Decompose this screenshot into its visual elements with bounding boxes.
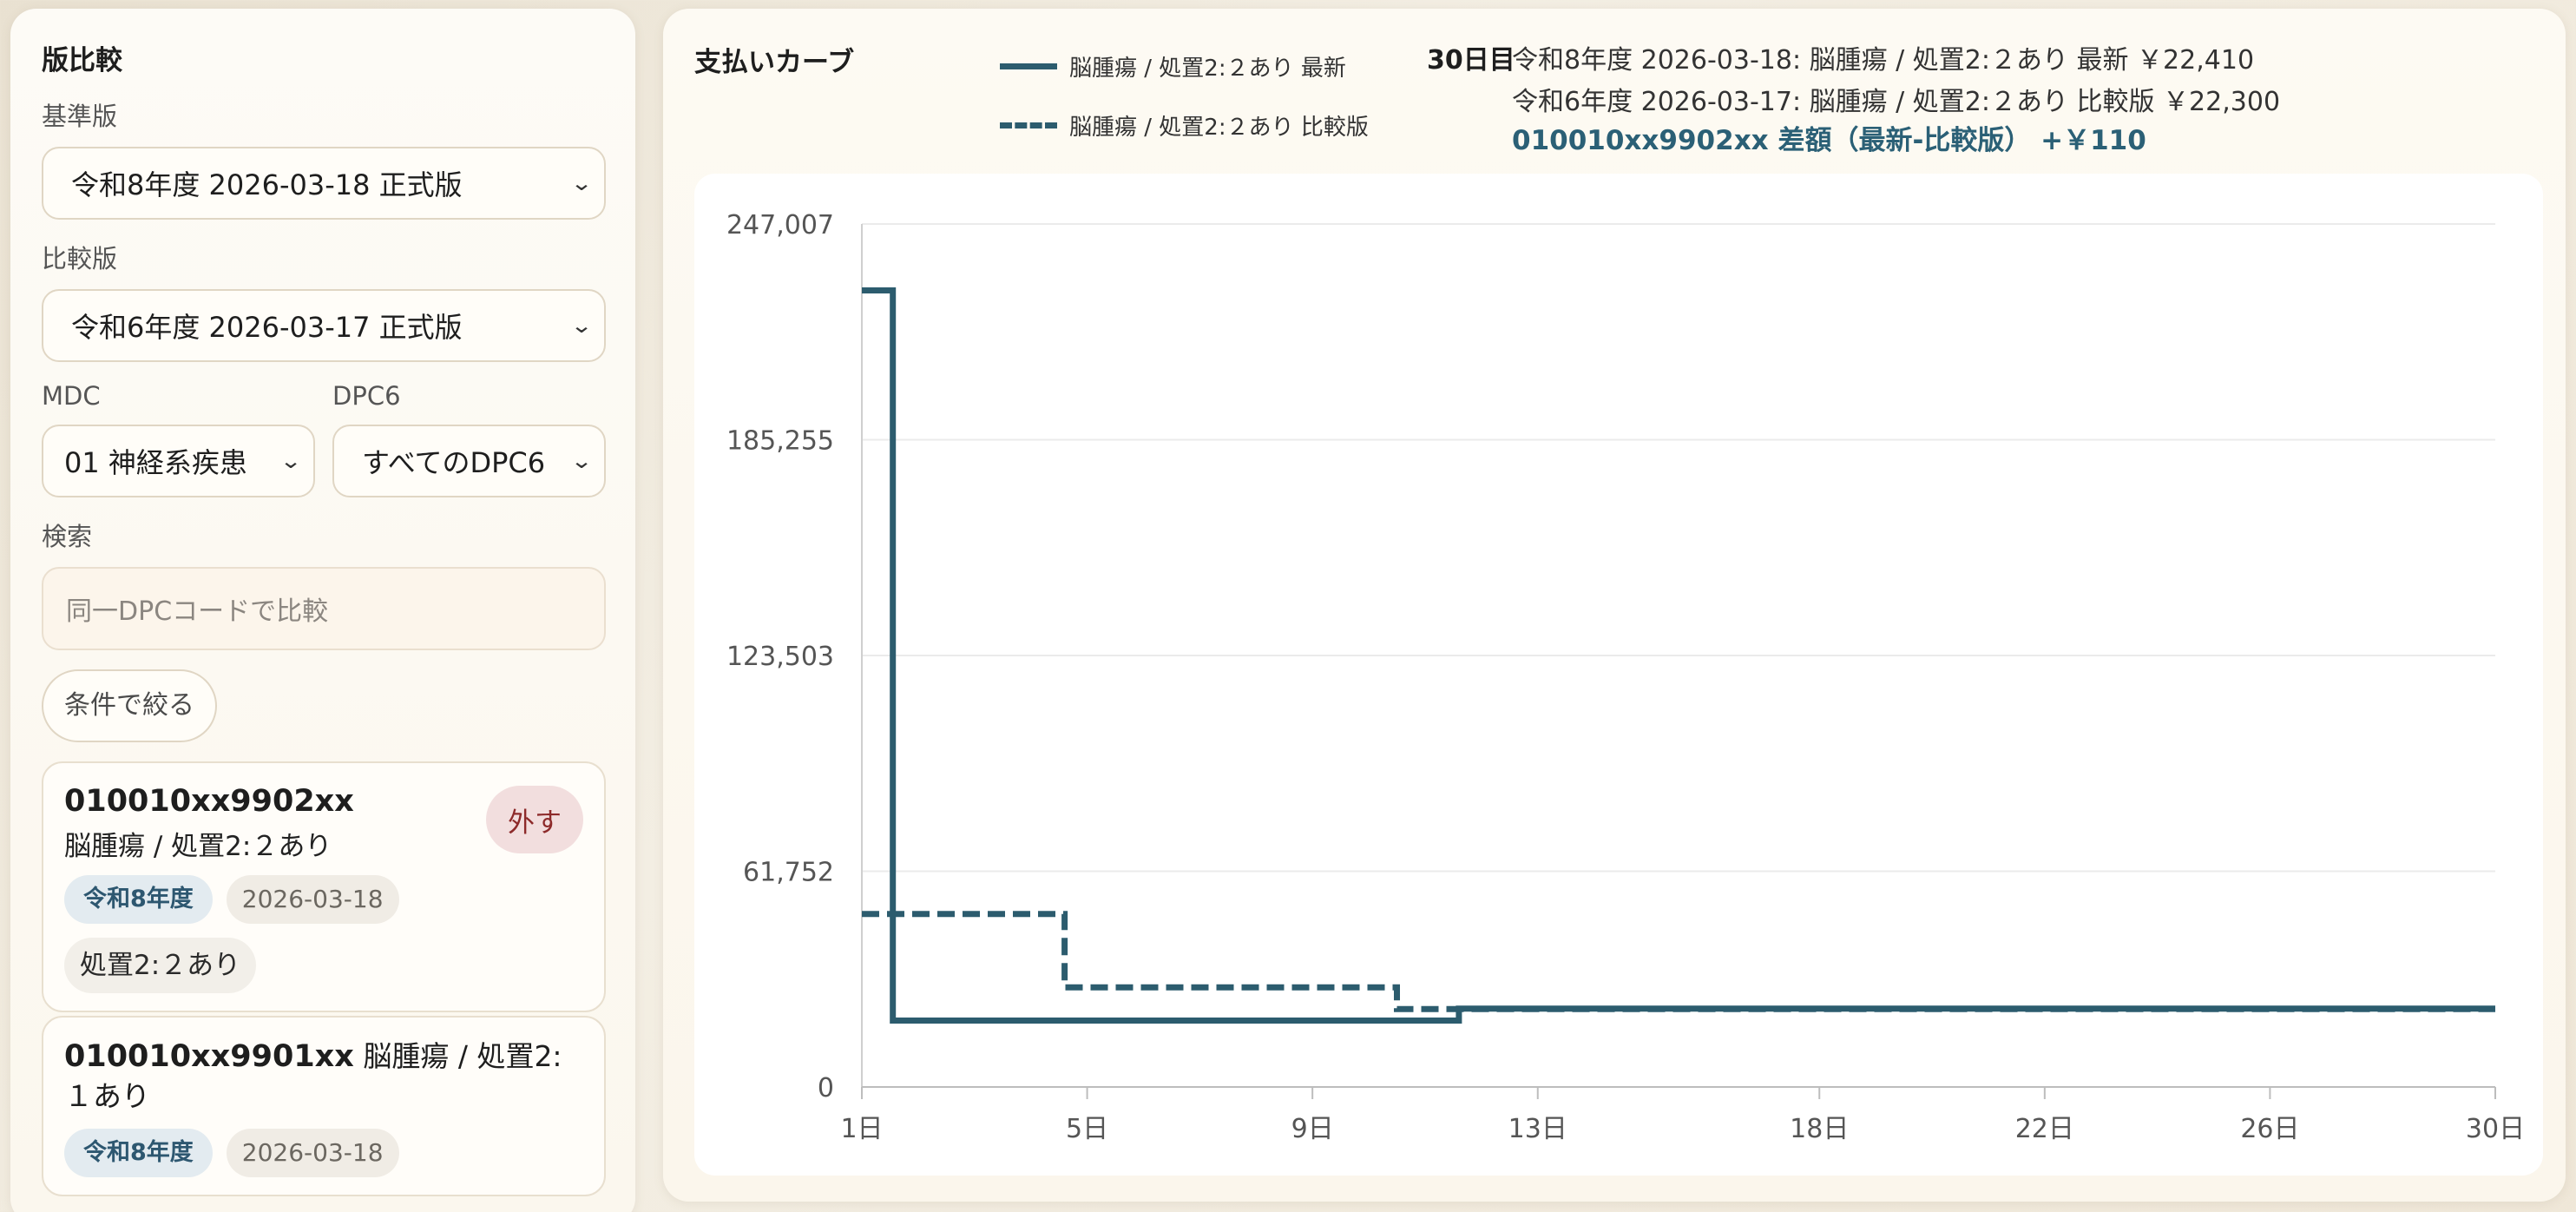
series-line-compare [862, 911, 2495, 1012]
dpc-name: 脳腫瘍 / 処置2:１あり [64, 1039, 562, 1113]
mdc-value: 01 神経系疾患 [64, 446, 247, 479]
hover-day-label: 30日目 [1427, 45, 1515, 76]
legend-label: 脳腫瘍 / 処置2:２あり 比較版 [1069, 115, 1369, 141]
hover-latest-value: 令和8年度 2026-03-18: 脳腫瘍 / 処置2:２あり 最新 ￥22,4… [1512, 45, 2255, 76]
x-tick-label: 5日 [1066, 1114, 1108, 1144]
dpc-code: 010010xx9902xx [64, 784, 354, 819]
base-version-value: 令和8年度 2026-03-18 正式版 [71, 168, 463, 201]
mdc-select[interactable]: 01 神経系疾患 ⌄ [42, 425, 315, 497]
payment-curve-chart: 247,007 185,255 123,503 61,752 01日 5日 9日 13日 18日… [726, 210, 2525, 1144]
era-badge: 令和8年度 [64, 1129, 213, 1177]
chevron-down-icon: ⌄ [569, 313, 594, 338]
y-tick-label: 123,503 [726, 642, 834, 672]
search-input[interactable]: 同一DPCコードで比較 [42, 567, 606, 650]
y-tick-label: 0 [818, 1073, 834, 1103]
search-label: 検索 [42, 522, 93, 551]
x-tick-label: 18日 [1790, 1114, 1849, 1144]
y-tick-label: 61,752 [743, 858, 834, 888]
payment-curve-panel: 支払いカーブ 脳腫瘍 / 処置2:２あり 最新 脳腫瘍 / 処置2:２あり 比較… [663, 9, 2566, 1202]
legend-solid-line-icon [1000, 63, 1057, 69]
x-tick-label: 26日 [2240, 1114, 2299, 1144]
x-tick-label: 22日 [2015, 1114, 2074, 1144]
compare-version-label: 比較版 [42, 244, 118, 273]
era-badge: 令和8年度 [64, 875, 213, 924]
dpc6-select[interactable]: すべてのDPC6 ⌄ [332, 425, 606, 497]
chevron-down-icon: ⌄ [279, 449, 303, 473]
x-tick-label: 9日 [1291, 1114, 1334, 1144]
date-badge: 2026-03-18 [226, 1129, 399, 1177]
dpc-title: 010010xx9901xx 脳腫瘍 / 処置2:１あり [64, 1037, 583, 1116]
search-placeholder: 同一DPCコードで比較 [66, 596, 329, 627]
compare-version-select[interactable]: 令和6年度 2026-03-17 正式版 ⌄ [42, 289, 606, 362]
legend-dashed-line-icon [1000, 122, 1057, 128]
y-tick-label: 185,255 [726, 426, 834, 457]
chevron-down-icon: ⌄ [569, 449, 594, 473]
remove-button[interactable]: 外す [486, 786, 583, 853]
chevron-down-icon: ⌄ [569, 171, 594, 195]
y-tick-label: 247,007 [726, 210, 834, 240]
mdc-label: MDC [42, 381, 101, 411]
dpc6-value: すべてのDPC6 [362, 446, 546, 479]
chart-area[interactable]: 247,007 185,255 123,503 61,752 0 1日 5日 9日 13日 18日… [694, 174, 2543, 1176]
base-version-select[interactable]: 令和8年度 2026-03-18 正式版 ⌄ [42, 147, 606, 220]
dpc6-label: DPC6 [332, 381, 401, 411]
x-tick-label: 30日 [2466, 1114, 2525, 1144]
compare-version-value: 令和6年度 2026-03-17 正式版 [71, 311, 463, 344]
filter-button[interactable]: 条件で絞る [42, 669, 217, 742]
hover-difference: 010010xx9902xx 差額（最新-比較版） +￥110 [1512, 125, 2146, 156]
dpc-card[interactable]: 010010xx9901xx 脳腫瘍 / 処置2:１あり 令和8年度 2026-… [42, 1016, 606, 1196]
legend-item-latest: 脳腫瘍 / 処置2:２あり 最新 [1000, 50, 1346, 82]
chart-title: 支払いカーブ [694, 47, 855, 78]
legend-label: 脳腫瘍 / 処置2:２あり 最新 [1069, 56, 1346, 82]
base-version-label: 基準版 [42, 102, 118, 131]
sidebar-title: 版比較 [42, 45, 122, 76]
x-tick-label: 13日 [1508, 1114, 1567, 1144]
dpc-code: 010010xx9901xx [64, 1039, 354, 1074]
procedure-tag: 処置2:２あり [64, 938, 257, 993]
dpc-name: 脳腫瘍 / 処置2:２あり [64, 831, 332, 862]
legend-item-compare: 脳腫瘍 / 処置2:２あり 比較版 [1000, 109, 1369, 142]
comparison-sidebar: 版比較 基準版 令和8年度 2026-03-18 正式版 ⌄ 比較版 令和6年度… [10, 9, 635, 1212]
date-badge: 2026-03-18 [226, 875, 399, 924]
hover-compare-value: 令和6年度 2026-03-17: 脳腫瘍 / 処置2:２あり 比較版 ￥22,… [1512, 87, 2281, 117]
x-tick-label: 1日 [840, 1114, 883, 1144]
dpc-card[interactable]: 010010xx9902xx 脳腫瘍 / 処置2:２あり 外す 令和8年度 20… [42, 761, 606, 1012]
